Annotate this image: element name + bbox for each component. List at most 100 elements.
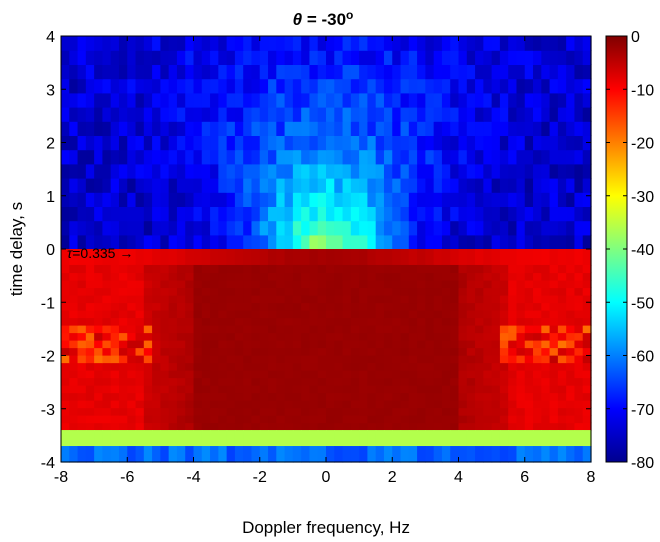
heatmap-cell [292,422,302,431]
heatmap-cell [110,332,120,341]
heatmap-cell [466,121,476,136]
heatmap-cell [458,392,468,401]
heatmap-cell [549,310,559,319]
heatmap-cell [301,36,311,51]
heatmap-cell [185,50,195,65]
heatmap-cell [458,385,468,394]
heatmap-cell [127,272,137,281]
heatmap-cell [450,317,460,326]
heatmap-cell [276,264,286,274]
heatmap-cell [475,163,484,179]
heatmap-cell [276,310,286,319]
heatmap-cell [533,294,542,304]
heatmap-cell [400,163,410,179]
heatmap-cell [292,249,302,266]
heatmap-cell [516,400,526,409]
heatmap-cell [582,415,592,424]
heatmap-cell [524,272,534,281]
heatmap-cell [408,272,418,281]
heatmap-cell [491,220,501,236]
heatmap-cell [69,178,79,193]
heatmap-cell [475,422,484,431]
heatmap-cell [201,279,211,289]
heatmap-cell [135,264,145,274]
heatmap-cell [102,400,112,409]
heatmap-cell [383,340,393,349]
heatmap-cell [110,422,120,431]
heatmap-cell [441,355,451,364]
heatmap-cell [466,430,476,447]
heatmap-cell [383,325,393,334]
heatmap-cell [135,78,145,94]
heatmap-cell [185,78,195,94]
heatmap-cell [251,234,261,250]
heatmap-cell [342,347,352,356]
heatmap-cell [193,249,203,266]
heatmap-cell [226,332,236,341]
heatmap-cell [176,377,186,386]
heatmap-cell [441,340,451,349]
heatmap-cell [168,279,178,289]
heatmap-cell [383,407,393,416]
heatmap-cell [102,407,112,416]
heatmap-cell [375,220,385,236]
heatmap-cell [516,370,526,379]
heatmap-cell [350,135,360,151]
heatmap-cell [85,107,95,122]
heatmap-cell [85,264,95,274]
heatmap-cell [317,294,327,304]
heatmap-cell [425,392,435,401]
heatmap-cell [557,163,567,179]
heatmap-cell [582,107,592,122]
heatmap-cell [533,220,542,236]
heatmap-cell [359,400,369,409]
heatmap-cell [135,370,145,379]
heatmap-cell [408,325,418,334]
heatmap-cell [367,264,377,274]
heatmap-cell [466,385,476,394]
heatmap-cell [127,407,137,416]
heatmap-cell [574,325,584,334]
heatmap-cell [176,121,186,136]
heatmap-cell [533,234,542,250]
heatmap-cell [160,220,170,236]
heatmap-cell [574,355,584,364]
heatmap-cell [176,135,186,151]
heatmap-cell [243,64,253,80]
heatmap-cell [152,302,161,311]
heatmap-cell [367,347,377,356]
heatmap-cell [85,50,95,65]
heatmap-cell [309,302,319,311]
heatmap-cell [574,78,584,94]
heatmap-cell [342,407,352,416]
heatmap-cell [326,287,335,296]
heatmap-cell [185,400,195,409]
heatmap-cell [168,370,178,379]
heatmap-cell [450,287,460,296]
heatmap-cell [417,264,426,274]
heatmap-cell [375,325,385,334]
heatmap-cell [234,370,244,379]
heatmap-cell [118,325,128,334]
heatmap-cell [77,121,87,136]
heatmap-cell [458,107,468,122]
heatmap-cell [326,78,335,94]
heatmap-cell [466,347,476,356]
heatmap-cell [61,325,70,334]
heatmap-cell [433,149,443,165]
heatmap-cell [127,206,137,222]
heatmap-cell [450,163,460,179]
heatmap-cell [259,430,269,447]
heatmap-cell [259,163,269,179]
heatmap-cell [383,220,393,236]
heatmap-cell [557,317,567,326]
heatmap-cell [259,370,269,379]
heatmap-cell [127,332,137,341]
heatmap-cell [383,234,393,250]
heatmap-cell [77,340,87,349]
heatmap-cell [210,50,219,65]
heatmap-cell [61,430,70,447]
heatmap-cell [226,302,236,311]
heatmap-cell [499,272,509,281]
heatmap-cell [342,234,352,250]
